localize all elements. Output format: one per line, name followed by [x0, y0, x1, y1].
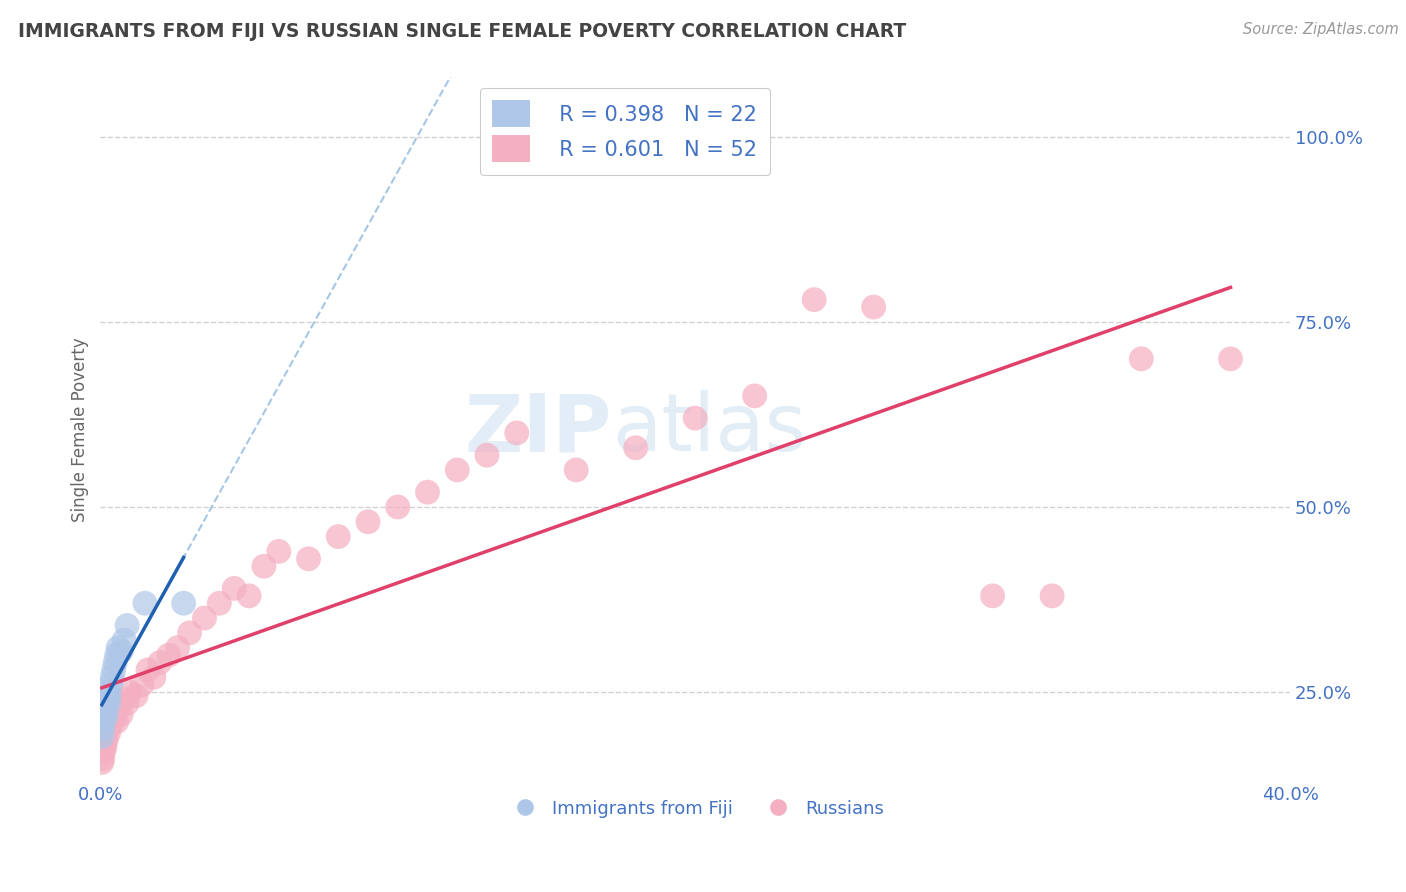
Point: [506, 425, 529, 440]
Point: [98, 714, 121, 729]
Point: [98, 689, 121, 703]
Point: [173, 596, 195, 610]
Point: [1219, 351, 1241, 366]
Point: [97, 722, 120, 736]
Point: [104, 656, 127, 670]
Point: [91, 752, 114, 766]
Point: [208, 596, 231, 610]
Point: [387, 500, 409, 514]
Text: Source: ZipAtlas.com: Source: ZipAtlas.com: [1243, 22, 1399, 37]
Point: [357, 515, 380, 529]
Point: [683, 411, 706, 425]
Point: [91, 722, 114, 736]
Point: [565, 463, 588, 477]
Point: [107, 640, 129, 655]
Point: [142, 670, 165, 684]
Y-axis label: Single Female Poverty: Single Female Poverty: [72, 337, 89, 522]
Legend: Immigrants from Fiji, Russians: Immigrants from Fiji, Russians: [499, 792, 891, 825]
Point: [179, 626, 201, 640]
Point: [136, 663, 159, 677]
Point: [97, 696, 120, 710]
Point: [297, 551, 319, 566]
Point: [100, 718, 122, 732]
Point: [100, 678, 122, 692]
Point: [1040, 589, 1063, 603]
Point: [328, 530, 350, 544]
Point: [91, 744, 114, 758]
Point: [416, 485, 439, 500]
Point: [104, 704, 127, 718]
Point: [193, 611, 215, 625]
Point: [97, 726, 120, 740]
Point: [96, 733, 118, 747]
Point: [112, 692, 135, 706]
Text: atlas: atlas: [612, 390, 806, 468]
Point: [238, 589, 260, 603]
Point: [110, 707, 132, 722]
Point: [112, 633, 135, 648]
Point: [96, 707, 118, 722]
Point: [97, 685, 120, 699]
Point: [101, 707, 124, 722]
Point: [253, 559, 276, 574]
Text: IMMIGRANTS FROM FIJI VS RUSSIAN SINGLE FEMALE POVERTY CORRELATION CHART: IMMIGRANTS FROM FIJI VS RUSSIAN SINGLE F…: [18, 22, 907, 41]
Point: [103, 663, 125, 677]
Point: [803, 293, 825, 307]
Point: [94, 711, 117, 725]
Point: [475, 448, 498, 462]
Point: [267, 544, 290, 558]
Point: [744, 389, 766, 403]
Point: [96, 692, 118, 706]
Point: [115, 618, 138, 632]
Point: [110, 644, 132, 658]
Point: [90, 730, 112, 744]
Point: [446, 463, 468, 477]
Point: [115, 696, 138, 710]
Point: [224, 582, 246, 596]
Point: [93, 704, 115, 718]
Point: [107, 700, 129, 714]
Text: ZIP: ZIP: [464, 390, 612, 468]
Point: [94, 740, 117, 755]
Point: [131, 678, 153, 692]
Point: [862, 300, 884, 314]
Point: [101, 670, 124, 684]
Point: [624, 441, 647, 455]
Point: [93, 737, 115, 751]
Point: [105, 714, 128, 729]
Point: [125, 689, 148, 703]
Point: [90, 756, 112, 770]
Point: [105, 648, 128, 662]
Point: [981, 589, 1004, 603]
Point: [120, 685, 142, 699]
Point: [157, 648, 180, 662]
Point: [166, 640, 188, 655]
Point: [134, 596, 156, 610]
Point: [103, 711, 125, 725]
Point: [94, 700, 117, 714]
Point: [149, 656, 172, 670]
Point: [94, 730, 117, 744]
Point: [91, 714, 114, 729]
Point: [1130, 351, 1153, 366]
